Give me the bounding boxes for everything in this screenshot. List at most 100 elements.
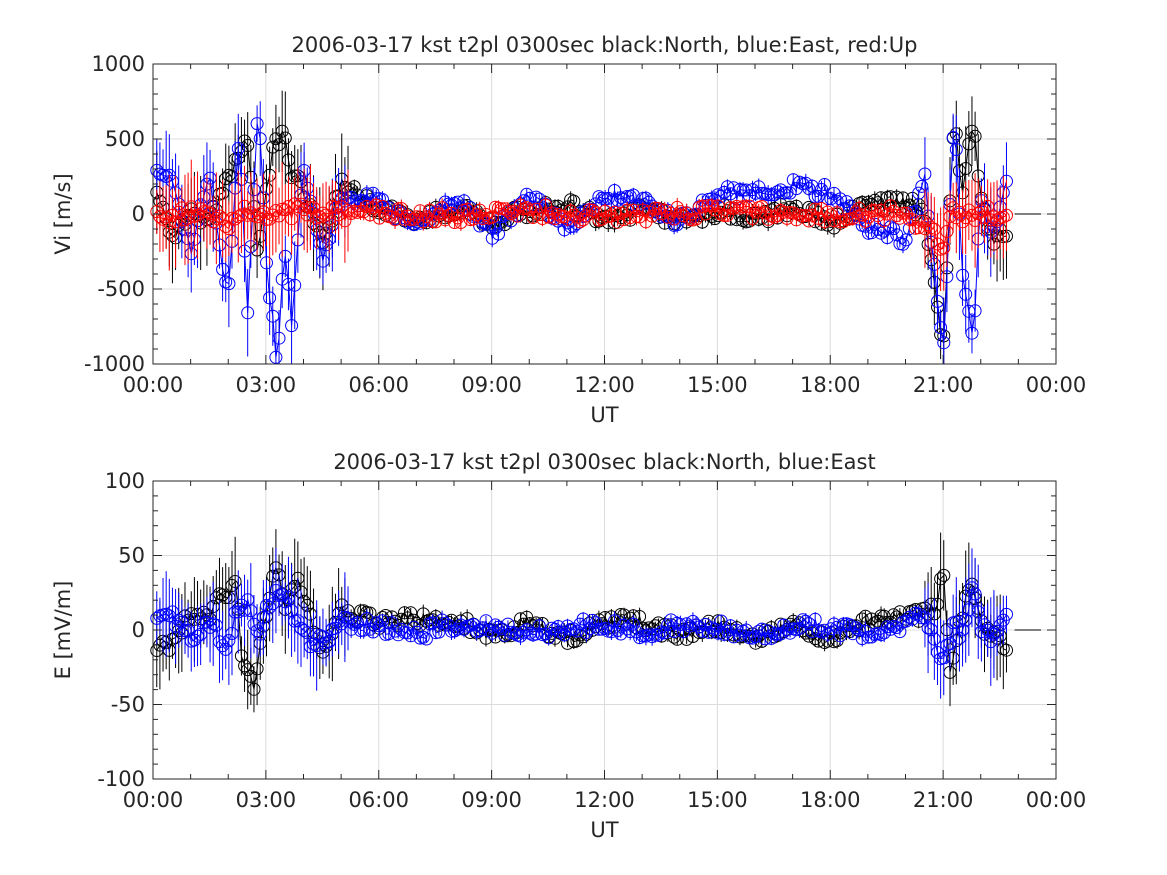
y-tick-label: -500	[97, 277, 145, 301]
y-tick-label: -100	[97, 767, 145, 791]
data-point	[291, 200, 305, 214]
data-point	[219, 275, 233, 289]
data-point	[714, 189, 728, 203]
data-point	[526, 211, 540, 224]
data-point	[987, 210, 1001, 224]
data-point	[266, 597, 280, 611]
data-point	[956, 623, 970, 637]
data-point	[849, 621, 863, 635]
data-point	[633, 631, 647, 645]
data-point	[990, 624, 1004, 638]
data-point	[818, 178, 832, 191]
data-point	[918, 611, 932, 625]
data-point	[987, 627, 1001, 641]
data-point	[398, 212, 411, 226]
data-point	[288, 278, 302, 292]
data-point	[470, 208, 484, 222]
data-point	[561, 212, 574, 226]
data-point	[266, 309, 280, 323]
data-point	[266, 140, 280, 154]
data-point	[595, 212, 609, 226]
data-point	[360, 200, 374, 213]
data-point	[253, 627, 267, 641]
data-point	[915, 179, 929, 193]
data-point	[949, 615, 963, 629]
data-point	[542, 210, 556, 224]
data-point	[604, 610, 618, 624]
data-point	[865, 612, 879, 626]
data-point	[517, 625, 531, 639]
data-point	[586, 203, 600, 217]
data-point	[244, 206, 258, 220]
x-tick-label: 15:00	[687, 788, 748, 812]
data-point	[739, 623, 753, 637]
data-point	[890, 190, 904, 204]
data-point	[216, 588, 230, 602]
data-point	[815, 202, 828, 215]
data-point	[438, 616, 452, 630]
x-tick-label: 03:00	[236, 788, 297, 812]
data-point	[777, 618, 791, 632]
data-point	[216, 262, 230, 276]
data-point	[862, 630, 875, 644]
data-point	[366, 201, 380, 215]
data-point	[454, 618, 468, 632]
data-point	[598, 622, 612, 635]
data-point	[266, 208, 280, 222]
x-tick-label: 09:00	[461, 373, 522, 397]
data-point	[962, 603, 976, 617]
data-point	[717, 627, 731, 641]
data-point	[172, 613, 186, 627]
data-point	[877, 214, 891, 228]
data-point	[677, 209, 690, 223]
data-point	[335, 200, 349, 214]
data-point	[426, 616, 440, 630]
data-point	[940, 225, 954, 238]
data-point	[924, 623, 938, 637]
data-point	[376, 199, 389, 213]
data-point	[733, 201, 747, 215]
data-point	[636, 629, 650, 643]
data-point	[996, 210, 1010, 224]
data-point	[912, 607, 926, 621]
data-point	[529, 627, 543, 641]
data-point	[263, 600, 277, 614]
data-point	[767, 627, 781, 641]
data-point	[263, 291, 277, 305]
data-point	[789, 213, 803, 227]
data-point	[805, 625, 819, 638]
data-point	[984, 213, 998, 227]
data-point	[404, 606, 418, 620]
data-point	[927, 632, 941, 646]
y-tick-label: 500	[105, 127, 145, 151]
data-point	[542, 631, 556, 645]
data-point	[796, 613, 810, 627]
ticks: 00:00 03:00 06:00 09:00 12:00 15:00 18:00 21:00…	[97, 469, 1086, 812]
data-point	[169, 215, 183, 229]
data-point	[639, 191, 653, 205]
data-point	[272, 331, 286, 345]
data-point	[902, 610, 916, 624]
data-point	[730, 199, 744, 213]
data-point	[893, 625, 907, 639]
data-point	[971, 206, 985, 220]
y-tick-label: 0	[132, 618, 145, 642]
data-point	[830, 620, 844, 634]
data-point	[592, 622, 606, 636]
data-point	[391, 202, 405, 216]
data-point	[617, 213, 631, 227]
data-point	[219, 220, 233, 233]
data-point	[579, 626, 593, 639]
data-point	[956, 215, 970, 229]
data-point	[454, 216, 468, 229]
data-point	[673, 618, 687, 631]
data-point	[877, 626, 891, 640]
data-point	[172, 205, 186, 219]
data-point	[896, 237, 910, 251]
data-point	[548, 212, 562, 226]
data-point	[799, 614, 813, 628]
y-tick-label: -1000	[84, 352, 145, 376]
data-point	[222, 222, 236, 236]
data-point	[786, 173, 800, 187]
data-point	[915, 214, 929, 228]
